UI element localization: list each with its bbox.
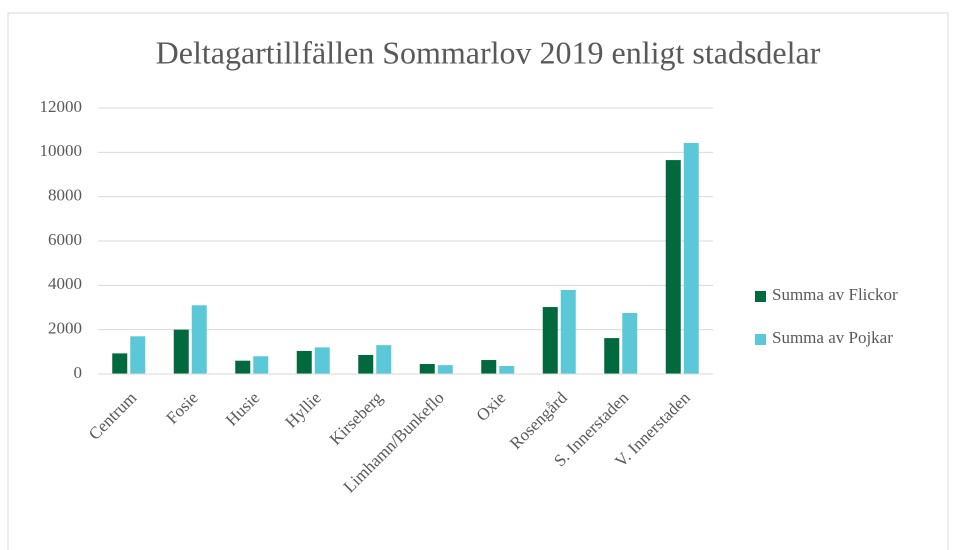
y-tick-label: 12000	[40, 97, 83, 116]
bar	[358, 354, 374, 374]
bar	[560, 289, 576, 374]
bar	[683, 143, 699, 374]
y-tick-label: 6000	[48, 230, 82, 249]
bar	[437, 365, 453, 374]
bar	[253, 356, 269, 374]
chart-title: Deltagartillfällen Sommarlov 2019 enligt…	[156, 34, 821, 70]
bar	[481, 360, 497, 374]
bar	[235, 360, 251, 374]
legend-label: Summa av Pojkar	[772, 328, 893, 347]
bar	[604, 338, 620, 374]
y-tick-label: 2000	[48, 319, 82, 338]
y-tick-label: 8000	[48, 186, 82, 205]
bar	[314, 347, 330, 374]
chart-border	[7, 12, 949, 550]
bar	[665, 160, 681, 374]
legend-swatch	[755, 334, 766, 345]
bar	[173, 329, 189, 374]
bar	[130, 336, 146, 374]
bar	[542, 307, 558, 374]
bar	[112, 353, 128, 374]
legend-swatch	[755, 291, 766, 302]
y-tick-label: 0	[74, 363, 83, 382]
bar	[376, 345, 392, 374]
y-tick-label: 4000	[48, 274, 82, 293]
legend-label: Summa av Flickor	[772, 285, 898, 304]
bar	[296, 350, 312, 374]
bar	[622, 313, 638, 374]
bar	[499, 366, 515, 374]
bar	[191, 305, 207, 374]
bar	[419, 364, 435, 374]
y-tick-label: 10000	[40, 141, 83, 160]
